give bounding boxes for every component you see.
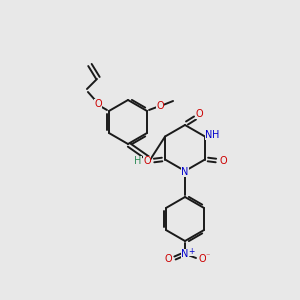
Text: O: O: [143, 155, 151, 166]
Text: H: H: [134, 156, 142, 166]
Text: O: O: [156, 101, 164, 111]
Text: H: H: [212, 130, 220, 140]
Text: O: O: [219, 155, 227, 166]
Text: O: O: [94, 99, 102, 109]
Text: O: O: [195, 109, 203, 119]
Text: O: O: [198, 254, 206, 264]
Text: O: O: [164, 254, 172, 264]
Text: N: N: [181, 167, 189, 177]
Text: N: N: [205, 130, 213, 140]
Text: +: +: [188, 247, 194, 256]
Text: N: N: [181, 249, 189, 259]
Text: ⁻: ⁻: [206, 251, 210, 260]
